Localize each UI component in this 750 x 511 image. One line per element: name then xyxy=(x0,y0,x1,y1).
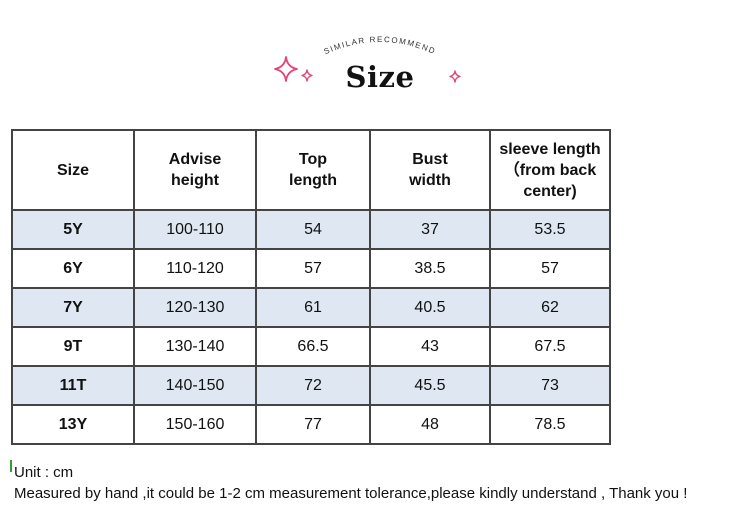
corner-mark-divider xyxy=(10,460,12,472)
column-header-bust-width: Bust width xyxy=(369,129,491,211)
page-title: Size xyxy=(345,60,415,94)
table-row: 11T 140-150 72 45.5 73 xyxy=(11,365,611,406)
column-header-line: height xyxy=(171,172,219,189)
table-row: 7Y 120-130 61 40.5 62 xyxy=(11,287,611,328)
table-row: 13Y 150-160 77 48 78.5 xyxy=(11,404,611,445)
bust-width-cell: 38.5 xyxy=(369,248,491,289)
sleeve-length-cell: 73 xyxy=(489,365,611,406)
size-cell: 7Y xyxy=(11,287,135,328)
size-cell: 9T xyxy=(11,326,135,367)
table-header-row: Size Advise height Top length Bust width… xyxy=(11,129,611,211)
column-header-advise-height: Advise height xyxy=(133,129,257,211)
sleeve-length-cell: 53.5 xyxy=(489,209,611,250)
size-cell: 6Y xyxy=(11,248,135,289)
top-length-cell: 72 xyxy=(255,365,371,406)
column-header-size: Size xyxy=(11,129,135,211)
column-header-line: length xyxy=(289,172,337,189)
height-cell: 100-110 xyxy=(133,209,257,250)
arc-subtitle: SIMILAR RECOMMEND xyxy=(323,35,438,56)
column-header-line: （from back xyxy=(503,161,597,179)
size-cell: 13Y xyxy=(11,404,135,445)
table-row: 9T 130-140 66.5 43 67.5 xyxy=(11,326,611,367)
table-row: 6Y 110-120 57 38.5 57 xyxy=(11,248,611,289)
sleeve-length-cell: 67.5 xyxy=(489,326,611,367)
column-header-line: center) xyxy=(523,182,577,200)
sleeve-length-cell: 57 xyxy=(489,248,611,289)
height-cell: 140-150 xyxy=(133,365,257,406)
bust-width-cell: 45.5 xyxy=(369,365,491,406)
height-cell: 120-130 xyxy=(133,287,257,328)
sleeve-length-cell: 78.5 xyxy=(489,404,611,445)
size-cell: 11T xyxy=(11,365,135,406)
column-header-line: Size xyxy=(56,161,89,179)
sparkle-small-left-icon xyxy=(301,69,313,82)
sleeve-length-cell: 62 xyxy=(489,287,611,328)
top-length-cell: 57 xyxy=(255,248,371,289)
bust-width-cell: 48 xyxy=(369,404,491,445)
measurement-note: Measured by hand ,it could be 1-2 cm mea… xyxy=(14,485,688,502)
sparkle-small-right-icon xyxy=(449,70,461,83)
column-header-line: sleeve length xyxy=(499,140,601,158)
top-length-cell: 77 xyxy=(255,404,371,445)
top-length-cell: 61 xyxy=(255,287,371,328)
bust-width-cell: 43 xyxy=(369,326,491,367)
size-cell: 5Y xyxy=(11,209,135,250)
table-row: 5Y 100-110 54 37 53.5 xyxy=(11,209,611,250)
column-header-sleeve-length: sleeve length （from back center) xyxy=(489,129,611,211)
column-header-line: width xyxy=(409,172,451,189)
column-header-line: Advise xyxy=(168,151,222,168)
height-cell: 130-140 xyxy=(133,326,257,367)
bust-width-cell: 37 xyxy=(369,209,491,250)
bust-width-cell: 40.5 xyxy=(369,287,491,328)
unit-note: Unit : cm xyxy=(14,464,74,481)
sparkle-large-icon xyxy=(274,56,298,82)
column-header-top-length: Top length xyxy=(255,129,371,211)
top-length-cell: 54 xyxy=(255,209,371,250)
column-header-line: Top xyxy=(298,151,328,168)
height-cell: 110-120 xyxy=(133,248,257,289)
arc-subtitle-text: SIMILAR RECOMMEND xyxy=(323,35,436,56)
page-header: SIMILAR RECOMMEND Size xyxy=(0,0,750,110)
size-chart-table: Size Advise height Top length Bust width… xyxy=(11,129,611,445)
column-header-line: Bust xyxy=(412,151,448,168)
top-length-cell: 66.5 xyxy=(255,326,371,367)
height-cell: 150-160 xyxy=(133,404,257,445)
svg-text:SIMILAR RECOMMEND: SIMILAR RECOMMEND xyxy=(323,35,438,56)
